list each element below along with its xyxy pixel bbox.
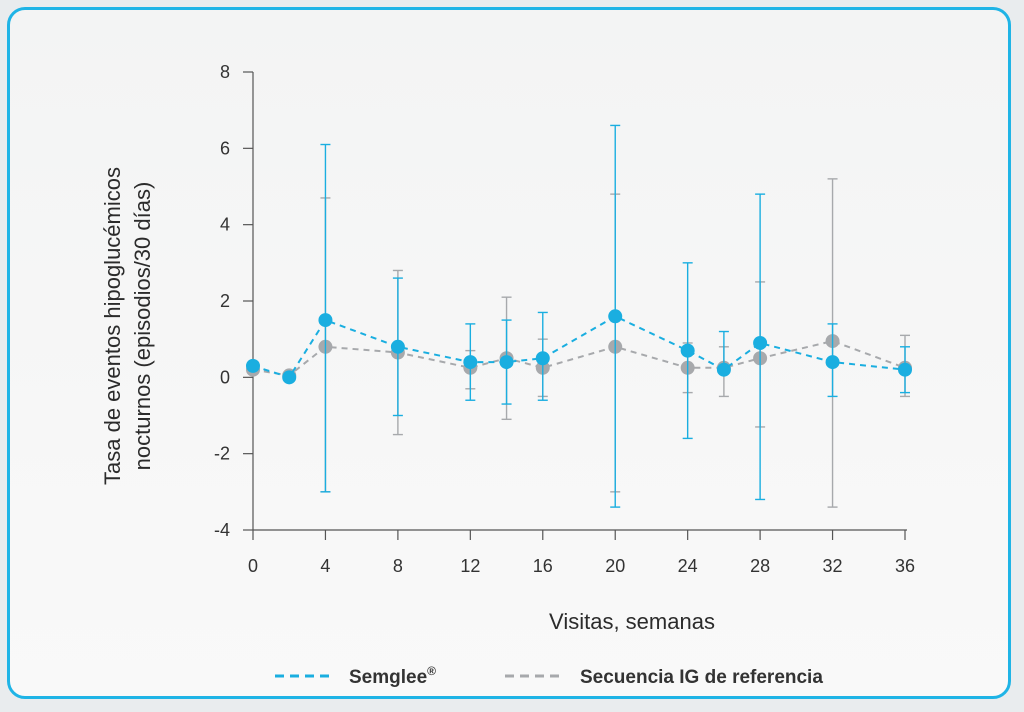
data-point: [680, 343, 695, 358]
series-line: [252, 340, 906, 377]
y-tick-label: 6: [220, 138, 230, 158]
data-point: [246, 358, 260, 373]
data-point: [753, 335, 768, 350]
x-tick-label: 28: [750, 556, 770, 576]
y-ticks: -4 -2 0 2 4 6 8: [214, 62, 253, 540]
x-tick-label: 12: [460, 556, 480, 576]
data-point: [390, 339, 405, 354]
y-tick-label: 0: [220, 367, 230, 387]
x-ticks: 0 4 8 12 16 20 24 28 32 36: [248, 530, 915, 576]
x-tick-label: 20: [605, 556, 625, 576]
data-point: [318, 313, 333, 328]
y-axis-title-line: nocturnos (episodios/30 días): [130, 182, 155, 471]
series-reference: [246, 178, 912, 508]
x-tick-label: 8: [393, 556, 403, 576]
y-tick-label: 8: [220, 62, 230, 82]
x-tick-label: 32: [823, 556, 843, 576]
legend-item-semglee: Semglee®: [275, 664, 436, 688]
x-tick-label: 0: [248, 556, 258, 576]
data-point: [282, 370, 297, 385]
y-tick-label: 2: [220, 291, 230, 311]
y-axis-title: Tasa de eventos hipoglucémicos nocturnos …: [100, 167, 155, 485]
x-tick-label: 24: [678, 556, 698, 576]
data-point: [898, 362, 912, 377]
data-point: [499, 355, 514, 370]
y-tick-label: -2: [214, 444, 230, 464]
legend-label-superscript: ®: [427, 664, 436, 678]
data-point: [716, 362, 731, 377]
axes: [252, 72, 907, 531]
x-tick-label: 16: [533, 556, 553, 576]
data-point: [535, 351, 550, 366]
data-point: [463, 355, 478, 370]
y-tick-label: -4: [214, 520, 230, 540]
legend-label: Secuencia IG de referencia: [580, 667, 823, 688]
data-point: [608, 309, 623, 324]
y-axis-title-line: Tasa de eventos hipoglucémicos: [100, 167, 125, 485]
legend-label: Semglee®: [349, 664, 436, 688]
legend-item-reference: Secuencia IG de referencia: [505, 667, 823, 688]
series-layer: [246, 124, 912, 508]
y-tick-label: 4: [220, 215, 230, 235]
legend: Semglee® Secuencia IG de referencia: [275, 664, 823, 688]
series-semglee: [246, 124, 912, 508]
x-tick-label: 36: [895, 556, 915, 576]
x-tick-label: 4: [320, 556, 330, 576]
x-axis-title: Visitas, semanas: [549, 609, 715, 634]
data-point: [825, 355, 840, 370]
